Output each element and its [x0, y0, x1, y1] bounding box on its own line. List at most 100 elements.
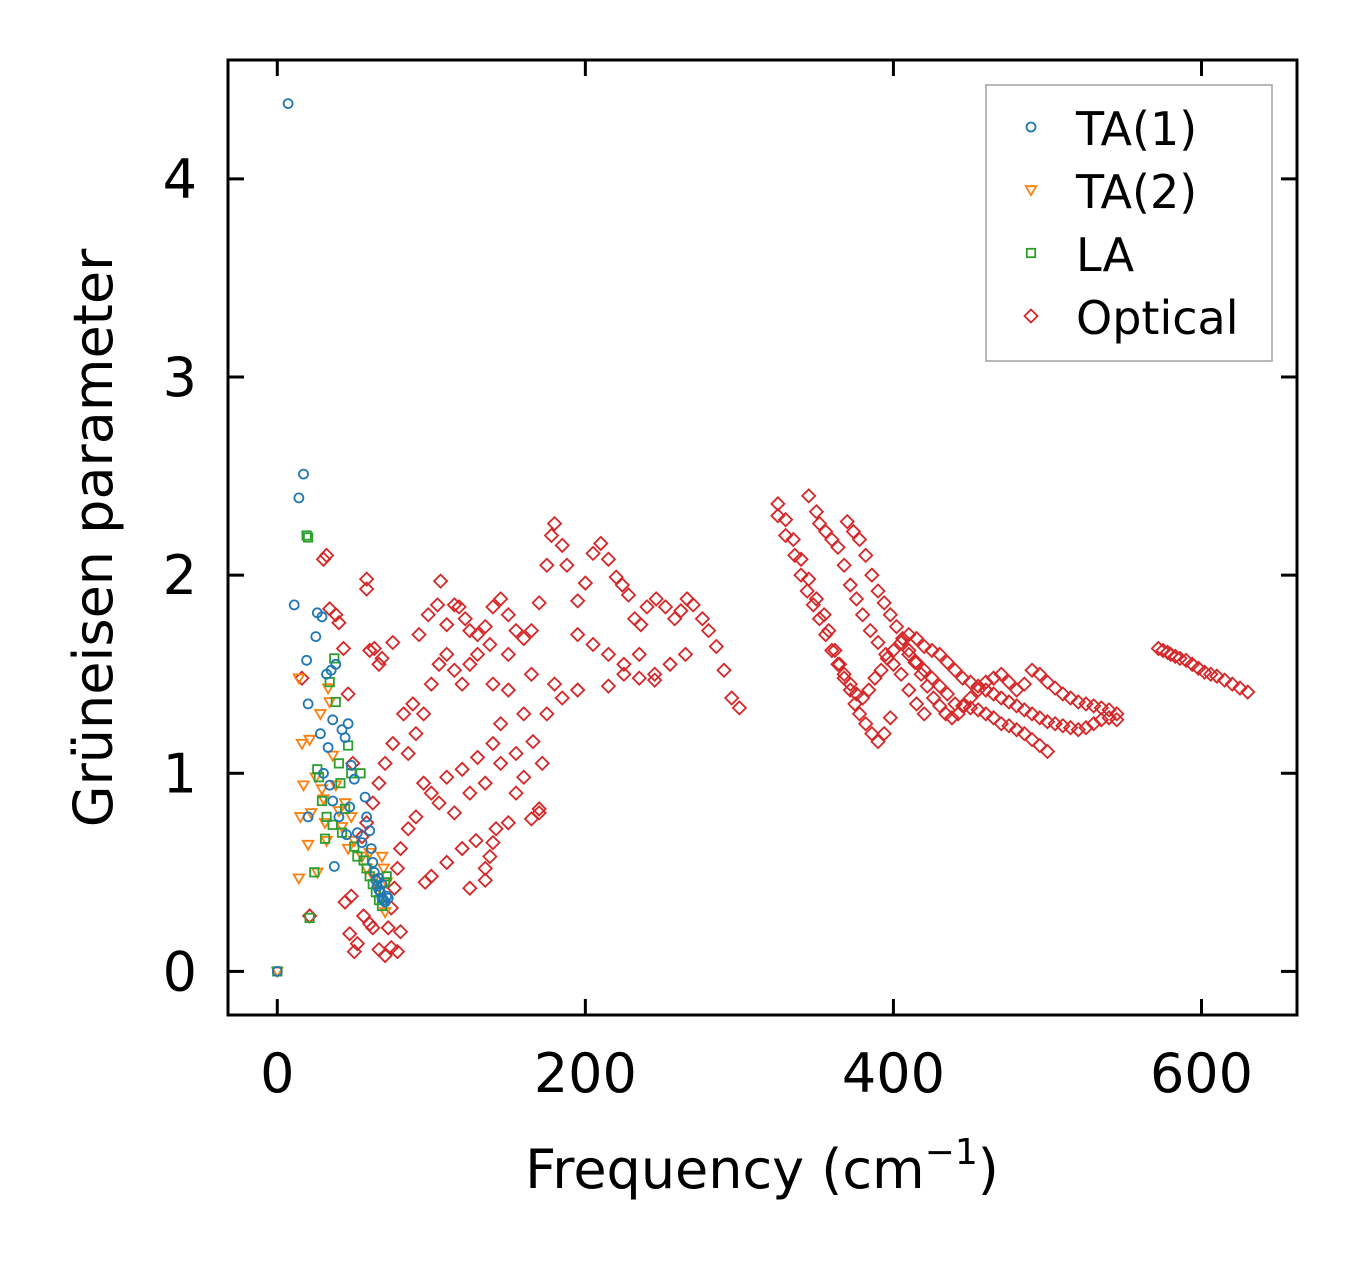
- data-point: [808, 591, 825, 607]
- data-point: [1167, 648, 1184, 665]
- data-point: [492, 591, 509, 607]
- data-point: [408, 725, 424, 742]
- y-tick-label: 2: [163, 544, 197, 607]
- data-point: [993, 666, 1010, 682]
- data-point: [1224, 676, 1241, 692]
- data-point: [1184, 656, 1201, 673]
- data-point: [851, 531, 868, 548]
- data-point: [376, 878, 388, 890]
- data-point: [385, 735, 401, 752]
- data-point: [962, 674, 979, 690]
- data-point: [385, 634, 401, 651]
- data-point: [978, 674, 994, 690]
- data-point: [938, 706, 954, 722]
- data-point: [559, 557, 575, 574]
- legend-label: TA(1): [1075, 102, 1197, 156]
- data-point: [931, 646, 948, 663]
- data-point: [978, 706, 994, 722]
- data-point: [500, 682, 517, 698]
- data-point: [488, 820, 504, 837]
- data-point: [361, 811, 373, 823]
- data-point: [515, 769, 532, 786]
- data-point: [836, 557, 852, 574]
- data-point: [831, 656, 848, 673]
- legend-marker: [1025, 247, 1037, 259]
- data-point: [302, 811, 314, 823]
- data-point: [848, 591, 865, 607]
- legend-label: Optical: [1076, 291, 1238, 345]
- data-point: [939, 686, 956, 702]
- data-point: [1024, 662, 1040, 679]
- data-point: [438, 854, 455, 871]
- data-point: [358, 571, 375, 587]
- data-point: [870, 583, 886, 599]
- data-point: [944, 710, 960, 726]
- data-point: [304, 808, 318, 820]
- data-point: [539, 557, 555, 574]
- data-point: [1085, 715, 1102, 732]
- data-point: [318, 547, 335, 564]
- data-point: [685, 597, 701, 613]
- data-point: [335, 822, 349, 834]
- data-point: [1016, 725, 1033, 742]
- data-point: [1001, 694, 1017, 710]
- data-point: [577, 575, 594, 591]
- data-point: [901, 642, 917, 659]
- data-point: [324, 779, 336, 791]
- data-point: [411, 626, 427, 643]
- data-point: [985, 710, 1002, 726]
- data-point: [328, 606, 344, 623]
- data-point: [482, 848, 498, 865]
- data-point: [639, 599, 655, 615]
- data-point: [931, 678, 948, 694]
- x-axis-label-main: Frequency (cm: [525, 1138, 925, 1201]
- data-point: [616, 656, 632, 673]
- y-axis-label: Grüneisen parameter: [62, 248, 125, 827]
- data-point: [500, 606, 517, 623]
- data-point: [322, 742, 334, 753]
- data-point: [485, 735, 501, 752]
- plot-frame: [226, 58, 1299, 1017]
- data-point: [335, 640, 352, 657]
- data-point: [415, 775, 432, 791]
- data-point: [700, 622, 717, 639]
- data-point: [793, 551, 809, 568]
- data-point: [292, 873, 306, 886]
- data-point: [901, 626, 917, 643]
- data-point: [908, 696, 925, 712]
- data-point: [365, 843, 377, 854]
- x-tick-label: 600: [1150, 1042, 1253, 1105]
- data-point: [799, 583, 815, 599]
- data-point: [371, 656, 387, 673]
- x-tick-label: 400: [842, 1042, 945, 1105]
- ticks-layer: 0 200 400 600 0 1 2 3 4: [163, 60, 1297, 1105]
- data-point: [302, 734, 317, 747]
- data-point: [614, 577, 631, 593]
- x-axis-label: Frequency (cm−1): [525, 1132, 999, 1201]
- data-point: [947, 662, 963, 679]
- data-point: [462, 880, 478, 896]
- data-point: [785, 531, 802, 548]
- data-point: [515, 706, 532, 722]
- data-point: [462, 622, 478, 639]
- data-point: [830, 539, 846, 556]
- data-point: [1232, 680, 1248, 696]
- series-ta-1-: [271, 98, 394, 977]
- data-point: [457, 610, 473, 627]
- data-point: [862, 622, 879, 639]
- data-point: [477, 872, 494, 889]
- data-point: [770, 507, 786, 524]
- x-tick-label: 0: [260, 1042, 294, 1105]
- data-point: [371, 775, 387, 791]
- data-point: [340, 686, 356, 702]
- data-point: [1070, 721, 1087, 738]
- data-point: [294, 670, 310, 686]
- data-point: [331, 614, 347, 631]
- y-tick-label: 4: [163, 148, 197, 211]
- data-point: [315, 551, 332, 568]
- data-point: [477, 775, 494, 791]
- data-point: [358, 815, 375, 831]
- data-point: [420, 606, 437, 623]
- data-point: [1209, 668, 1225, 684]
- data-point: [954, 698, 971, 714]
